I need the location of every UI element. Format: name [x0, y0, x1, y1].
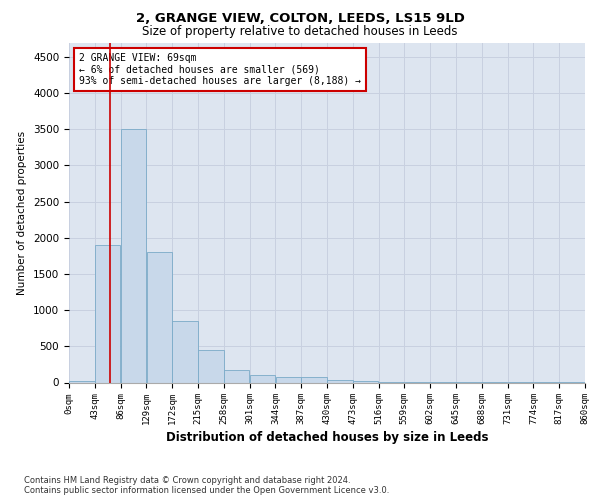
Bar — [172, 321, 198, 382]
Text: 2 GRANGE VIEW: 69sqm
← 6% of detached houses are smaller (569)
93% of semi-detac: 2 GRANGE VIEW: 69sqm ← 6% of detached ho… — [79, 52, 361, 86]
Bar — [146, 252, 172, 382]
Y-axis label: Number of detached properties: Number of detached properties — [17, 130, 28, 294]
Bar — [275, 376, 301, 382]
Bar — [250, 376, 275, 382]
Bar — [95, 245, 121, 382]
Bar — [224, 370, 250, 382]
Text: 2, GRANGE VIEW, COLTON, LEEDS, LS15 9LD: 2, GRANGE VIEW, COLTON, LEEDS, LS15 9LD — [136, 12, 464, 26]
Text: Size of property relative to detached houses in Leeds: Size of property relative to detached ho… — [142, 25, 458, 38]
Bar — [69, 380, 95, 382]
Bar — [327, 380, 353, 382]
Bar — [301, 378, 327, 382]
X-axis label: Distribution of detached houses by size in Leeds: Distribution of detached houses by size … — [166, 432, 488, 444]
Bar — [121, 130, 146, 382]
Text: Contains public sector information licensed under the Open Government Licence v3: Contains public sector information licen… — [24, 486, 389, 495]
Bar — [198, 350, 224, 382]
Text: Contains HM Land Registry data © Crown copyright and database right 2024.: Contains HM Land Registry data © Crown c… — [24, 476, 350, 485]
